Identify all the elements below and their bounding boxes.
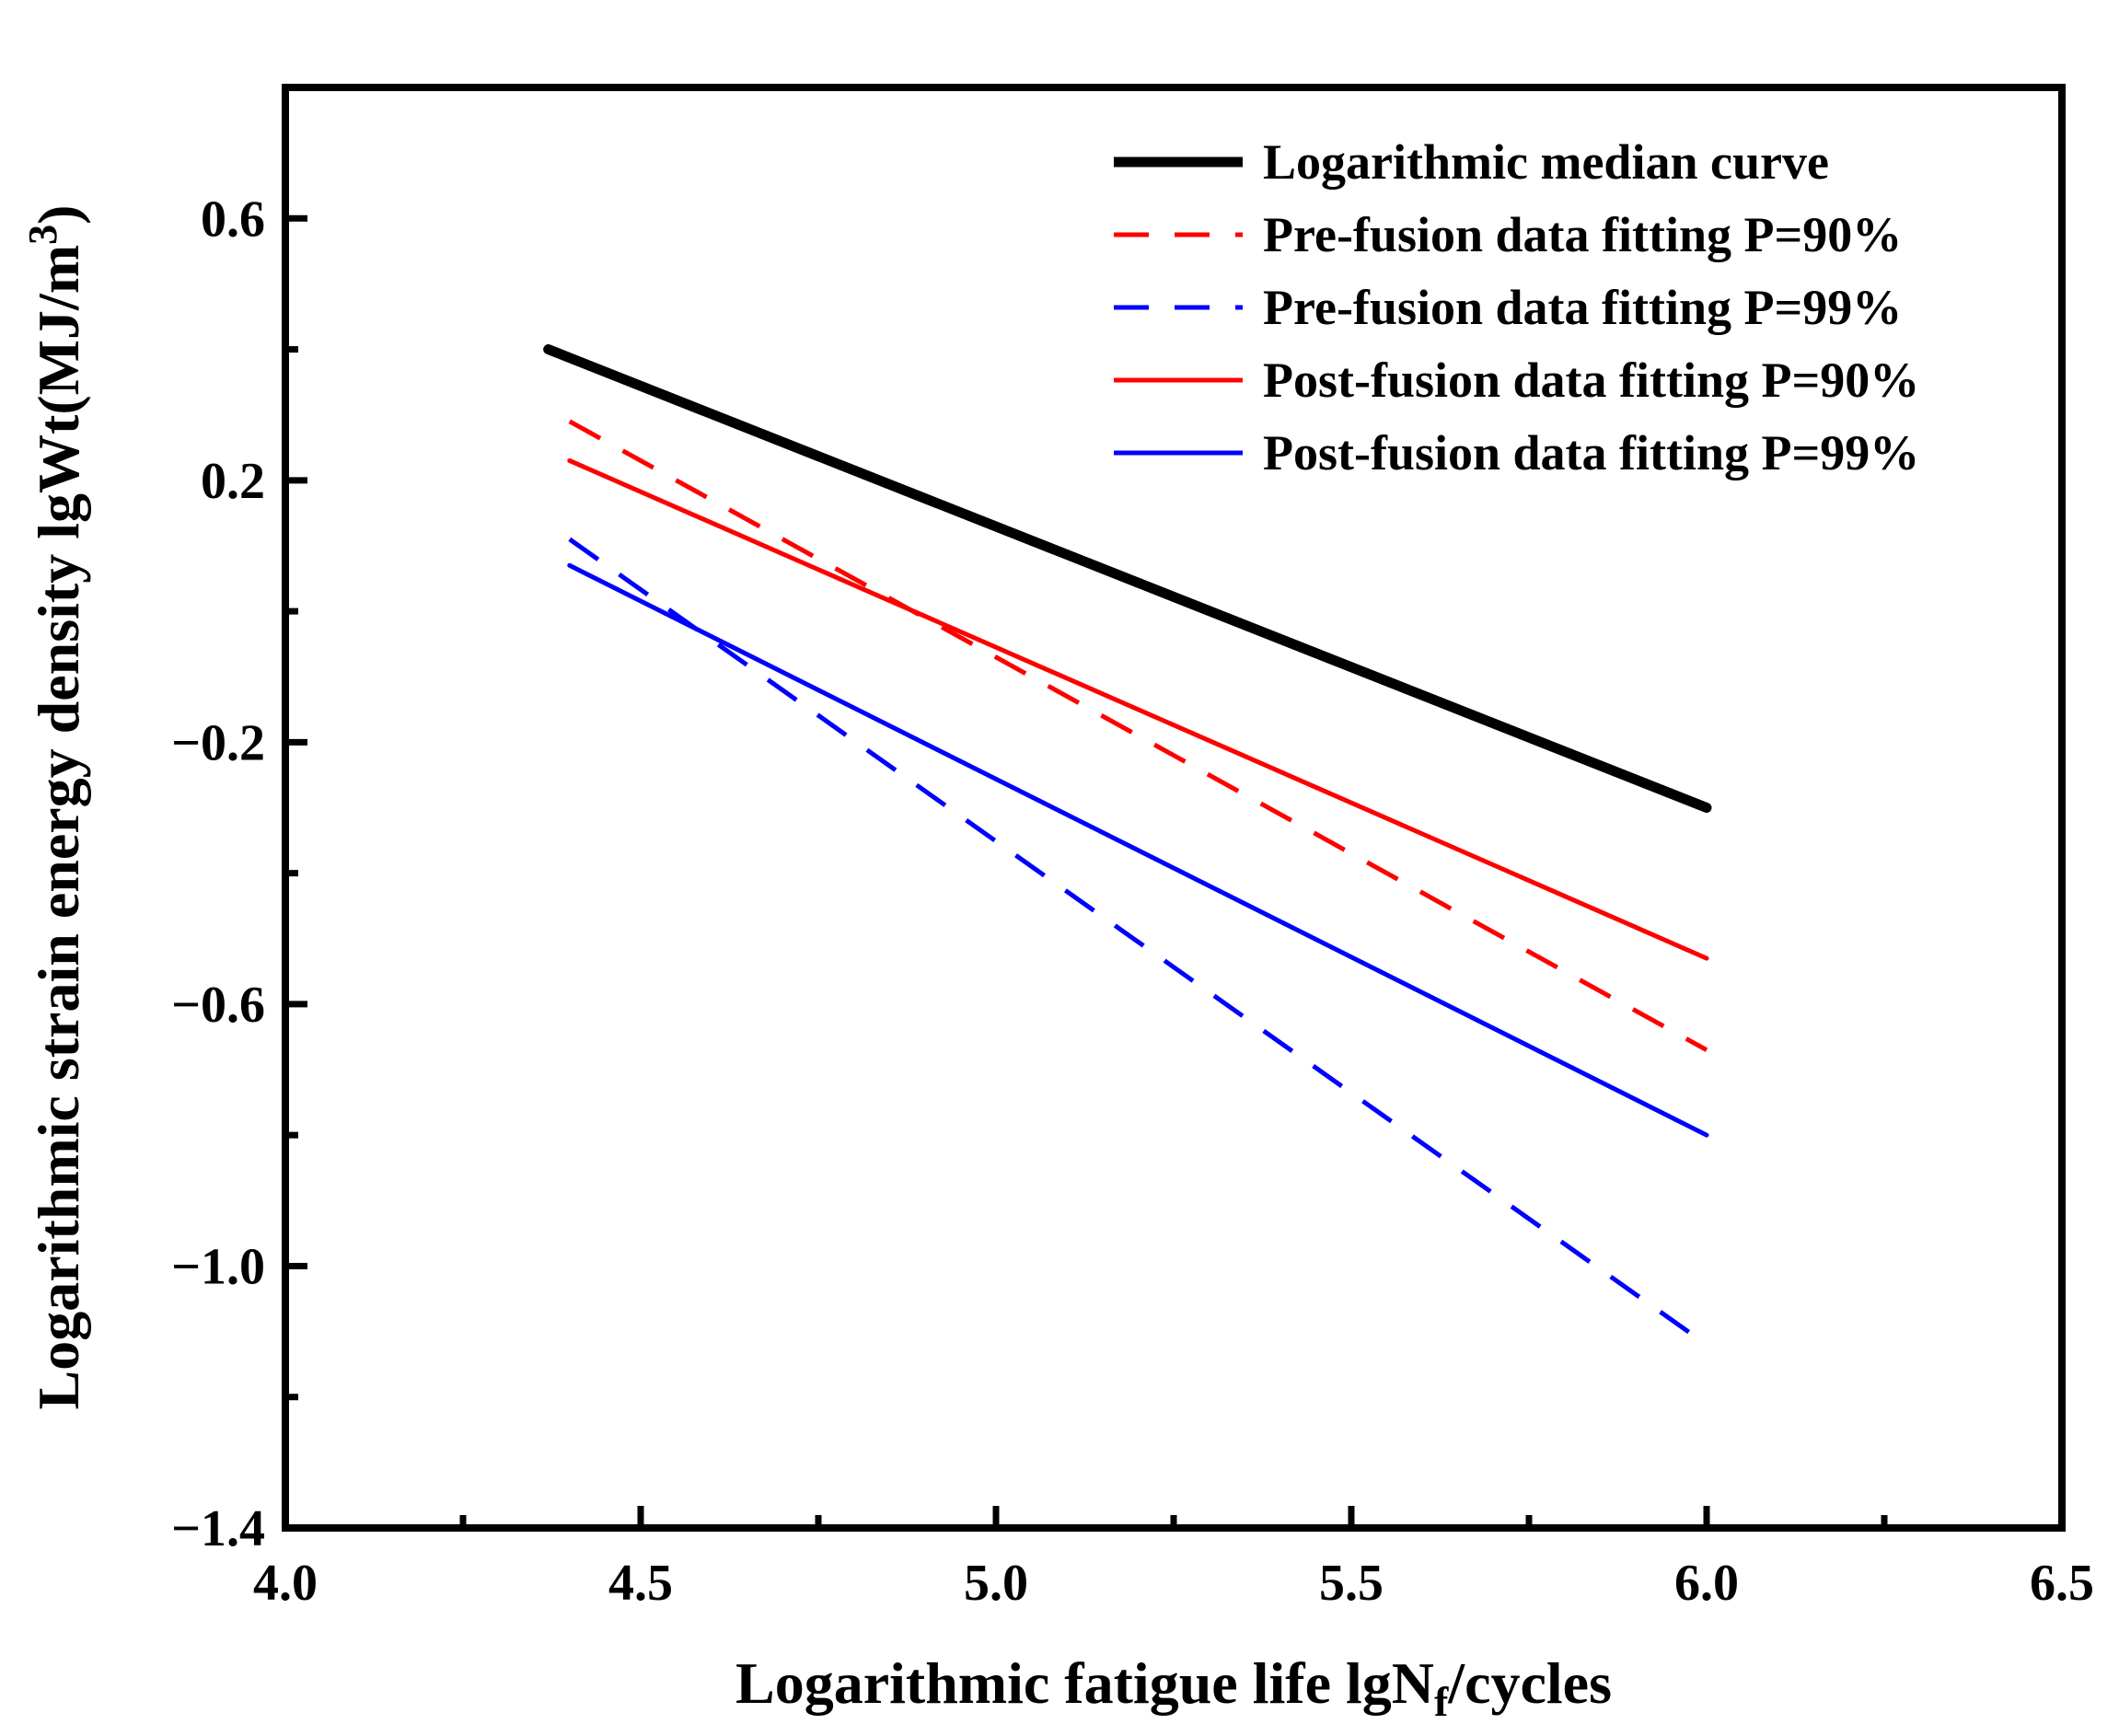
y-tick-label: −1.4 — [171, 1500, 265, 1557]
x-axis-title: Logarithmic fatigue life lgNf/cycles — [735, 1650, 1612, 1725]
legend-label-pre-fusion-data-fitting-p-99: Pre-fusion data fitting P=99% — [1263, 280, 1902, 335]
series-line-post-fusion-data-fitting-p-90 — [567, 457, 1709, 961]
series-line-logarithmic-median-curve — [543, 344, 1712, 813]
series-line-pre-fusion-data-fitting-p-90 — [568, 419, 1708, 1052]
y-tick-label: 0.6 — [201, 191, 265, 248]
y-axis-title: Logarithmic strain energy density lgWt(M… — [20, 205, 91, 1410]
y-tick-label: 0.2 — [201, 453, 265, 510]
x-tick-label: 4.5 — [608, 1555, 673, 1612]
y-tick-label: −0.2 — [171, 714, 265, 771]
legend: Logarithmic median curve Pre-fusion data … — [1114, 134, 1919, 480]
x-tick-label: 5.5 — [1319, 1555, 1384, 1612]
series-line-post-fusion-data-fitting-p-99 — [567, 562, 1709, 1138]
tick-layer: 4.0 4.5 5.0 5.5 6.0 6.5 −1.4 −1.0 −0.6 −0.2 0.2 0.6 — [171, 191, 2094, 1612]
x-tick-label: 5.0 — [964, 1555, 1028, 1612]
x-tick-label: 6.0 — [1674, 1555, 1739, 1612]
legend-label-post-fusion-data-fitting-p-90: Post-fusion data fitting P=90% — [1263, 353, 1919, 408]
x-tick-label: 6.5 — [2030, 1555, 2094, 1612]
y-tick-label: −0.6 — [171, 977, 265, 1034]
x-tick-label: 4.0 — [253, 1555, 318, 1612]
legend-label-post-fusion-data-fitting-p-99: Post-fusion data fitting P=99% — [1263, 425, 1919, 480]
series-layer — [543, 344, 1712, 1347]
y-tick-label: −1.0 — [171, 1238, 265, 1295]
legend-label-logarithmic-median-curve: Logarithmic median curve — [1263, 134, 1829, 190]
series-line-pre-fusion-data-fitting-p-99 — [568, 537, 1708, 1347]
legend-label-pre-fusion-data-fitting-p-90: Pre-fusion data fitting P=90% — [1263, 207, 1902, 262]
